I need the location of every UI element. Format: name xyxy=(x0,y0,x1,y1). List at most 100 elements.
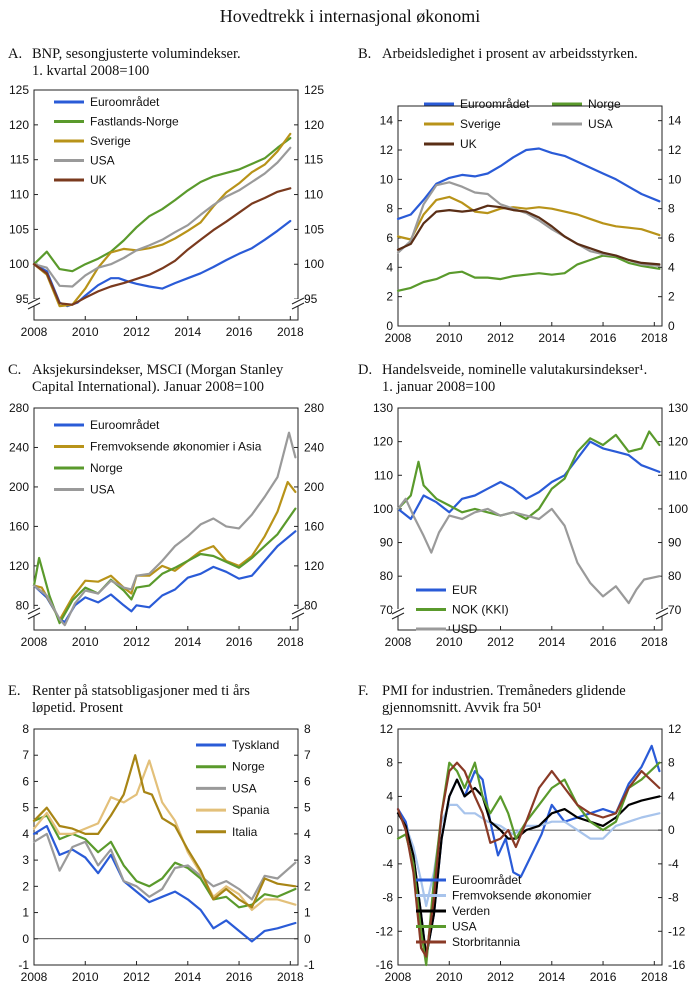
axis-break-mark xyxy=(391,607,405,615)
y-tick-label-right: -1 xyxy=(304,958,315,972)
y-tick-label-left: 12 xyxy=(380,722,394,736)
legend-label: Tyskland xyxy=(232,738,279,752)
x-tick-label: 2016 xyxy=(590,635,617,649)
legend-label: Euroområdet xyxy=(460,97,530,111)
y-tick-label-right: 10 xyxy=(668,172,682,186)
y-tick-label-right: 3 xyxy=(304,853,311,867)
panel-letter: E. xyxy=(8,683,21,699)
panel-d-title: D. Handelsveide, nominelle valutakursinde… xyxy=(358,362,647,396)
y-tick-label-right: 120 xyxy=(304,118,324,132)
x-tick-label: 2012 xyxy=(487,635,514,649)
series-line-spania xyxy=(32,759,297,912)
y-tick-label-left: 80 xyxy=(16,598,30,612)
legend-label: NOK (KKI) xyxy=(452,603,509,617)
axis-break-gap xyxy=(656,609,668,616)
axis-break-mark xyxy=(655,607,669,615)
legend-label: USA xyxy=(90,154,115,168)
series-line-euroområdet xyxy=(396,147,661,220)
y-tick-label-left: 160 xyxy=(9,519,29,533)
y-tick-label-right: 0 xyxy=(668,319,675,333)
panel-title-line: PMI for industrien. Tremåneders glidende xyxy=(382,683,626,699)
y-tick-label-left: 120 xyxy=(373,435,393,449)
plot-frame xyxy=(33,89,299,321)
x-tick-label: 2010 xyxy=(436,331,463,345)
y-tick-label-left: 4 xyxy=(386,789,393,803)
panel-c-title: C. Aksjekursindekser, MSCI (Morgan Stanle… xyxy=(8,362,283,396)
series-line-eur xyxy=(396,440,661,521)
y-tick-label-left: 95 xyxy=(16,292,30,306)
y-tick-label-left: 110 xyxy=(374,468,393,482)
y-tick-label-right: 280 xyxy=(304,401,324,415)
legend-label: EUR xyxy=(452,583,478,597)
y-tick-label-left: 115 xyxy=(10,153,29,167)
y-tick-label-left: 4 xyxy=(386,260,393,274)
panel-title-line: Renter på statsobligasjoner med ti års xyxy=(32,683,250,699)
series-line-storbritannia xyxy=(396,761,661,958)
y-tick-label-right: 115 xyxy=(304,153,323,167)
panel-title-line: løpetid. Prosent xyxy=(32,700,124,716)
series-line-norge xyxy=(396,254,661,292)
x-tick-label: 2014 xyxy=(174,635,201,649)
legend-label: USA xyxy=(232,781,257,795)
legend-label: Norge xyxy=(90,461,123,475)
series-line-fastlands-norge xyxy=(32,137,292,273)
legend-label: Euroområdet xyxy=(452,873,522,887)
legend-label: Fremvoksende økonomier i Asia xyxy=(90,440,262,454)
x-tick-label: 2018 xyxy=(641,635,668,649)
y-tick-label-right: 6 xyxy=(304,774,311,788)
y-tick-label-left: 8 xyxy=(22,722,29,736)
legend-label: Sverige xyxy=(90,134,131,148)
x-tick-label: 2014 xyxy=(174,325,201,339)
legend-label: Norge xyxy=(232,760,265,774)
x-tick-label: 2008 xyxy=(21,325,48,339)
y-tick-label-left: 110 xyxy=(10,188,29,202)
legend-label: Verden xyxy=(452,904,490,918)
x-tick-label: 2014 xyxy=(538,635,565,649)
x-tick-label: 2008 xyxy=(21,970,48,984)
panel-letter: C. xyxy=(8,362,22,378)
series-line-verden xyxy=(396,778,661,958)
y-tick-label-right: -16 xyxy=(668,958,686,972)
y-tick-label-right: 8 xyxy=(668,756,675,770)
panel-title-line: Arbeidsledighet i prosent av arbeidsstyr… xyxy=(382,46,638,62)
axis-break-mark xyxy=(291,297,305,305)
panel-title-line: Handelsveide, nominelle valutakursindeks… xyxy=(382,362,648,378)
y-tick-label-left: 5 xyxy=(22,801,29,815)
legend-label: Euroområdet xyxy=(90,95,160,109)
axis-break-gap xyxy=(28,609,40,616)
y-tick-label-right: 0 xyxy=(304,932,311,946)
axis-break-gap xyxy=(28,299,40,306)
axis-break-mark xyxy=(291,302,305,310)
y-tick-label-right: 14 xyxy=(668,114,682,128)
x-tick-label: 2018 xyxy=(277,635,304,649)
y-tick-label-left: 6 xyxy=(22,774,29,788)
y-tick-label-right: 2 xyxy=(304,879,311,893)
panel-letter: A. xyxy=(8,46,23,62)
legend-label: Sverige xyxy=(460,117,501,131)
y-tick-label-left: 90 xyxy=(380,536,394,550)
x-tick-label: 2018 xyxy=(641,970,668,984)
y-tick-label-left: -1 xyxy=(18,958,29,972)
y-tick-label-right: 160 xyxy=(304,519,324,533)
y-tick-label-left: -8 xyxy=(382,891,393,905)
y-tick-label-right: 105 xyxy=(304,222,324,236)
axis-break-gap xyxy=(392,609,404,616)
series-line-euroområdet xyxy=(32,219,292,308)
y-tick-label-left: -4 xyxy=(382,857,393,871)
x-tick-label: 2014 xyxy=(538,331,565,345)
y-tick-label-right: 80 xyxy=(668,569,682,583)
legend-label: USA xyxy=(588,117,613,131)
y-tick-label-left: 12 xyxy=(380,143,394,157)
y-tick-label-right: 240 xyxy=(304,440,324,454)
x-tick-label: 2018 xyxy=(641,331,668,345)
axis-break-mark xyxy=(27,297,41,305)
axis-break-mark xyxy=(27,612,41,620)
y-tick-label-right: 70 xyxy=(668,603,682,617)
y-tick-label-right: 90 xyxy=(668,536,682,550)
legend-label: Fastlands-Norge xyxy=(90,115,179,129)
legend-label: Italia xyxy=(232,825,258,839)
